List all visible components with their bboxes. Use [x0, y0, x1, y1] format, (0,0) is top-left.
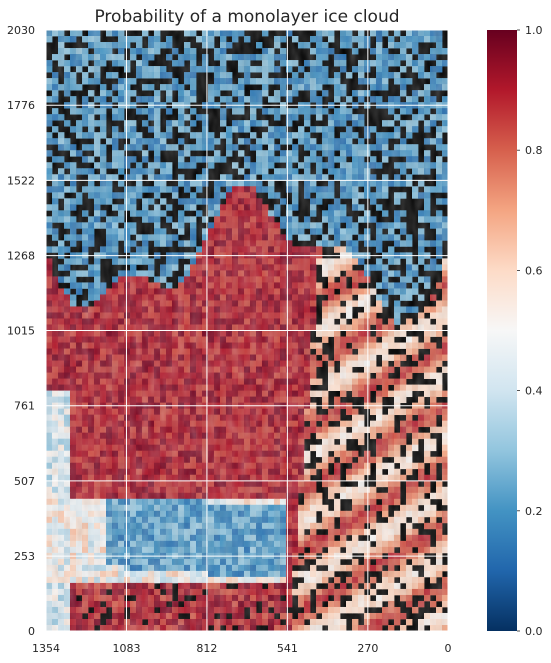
heatmap-plot-area	[46, 30, 448, 631]
chart-title: Probability of a monolayer ice cloud	[94, 7, 399, 27]
